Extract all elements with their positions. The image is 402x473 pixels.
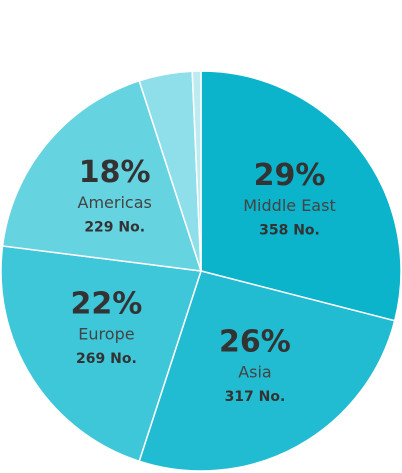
slice-category: Americas — [78, 193, 152, 212]
slice-count: 358 No. — [259, 222, 320, 238]
pie-slice — [1, 79, 203, 272]
slice-percent: 22% — [71, 287, 143, 322]
slice-category: Asia — [238, 363, 272, 382]
slice-count: 269 No. — [76, 351, 137, 367]
pie-slice — [191, 70, 202, 272]
pie-slice — [0, 245, 202, 463]
slice-percent: 29% — [254, 158, 326, 193]
slice-category: Middle East — [243, 196, 335, 215]
slice-category: Europe — [78, 325, 134, 344]
pie-slice — [200, 70, 402, 322]
slice-percent: 26% — [219, 325, 291, 360]
slice-percent: 18% — [79, 155, 151, 190]
slice-count: 229 No. — [84, 220, 145, 236]
pie-slice — [138, 270, 396, 472]
slice-count: 317 No. — [225, 389, 286, 405]
